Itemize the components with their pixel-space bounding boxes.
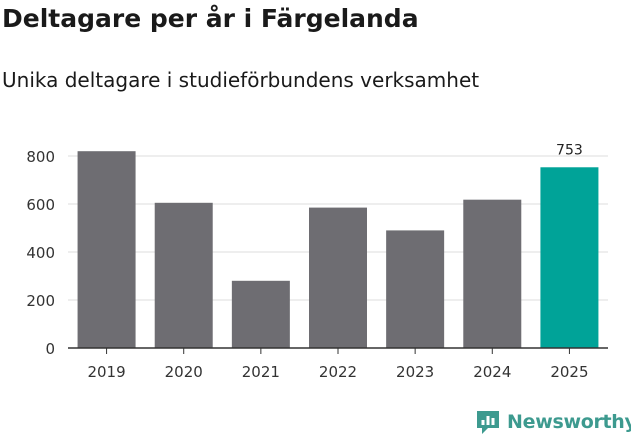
- data-label: 753: [556, 142, 583, 158]
- labels: 0 200 400 600 800 2019 2020 2021 2022 2023 2024 202…: [26, 142, 588, 381]
- newsworthy-logo: Newsworthy: [475, 406, 631, 438]
- bar-2022: [309, 207, 367, 348]
- bar-2025: [540, 167, 599, 348]
- x-tick-label: 2020: [165, 363, 203, 381]
- chart-title: Deltagare per år i Färgelanda: [2, 4, 419, 33]
- y-tick-label: 0: [45, 340, 55, 358]
- bar-2023: [386, 230, 445, 348]
- x-tick-label: 2024: [473, 363, 511, 381]
- bar-2019: [77, 151, 136, 348]
- x-tick-label: 2022: [319, 363, 357, 381]
- bars: [77, 151, 599, 348]
- bar-2020: [154, 202, 213, 348]
- bar-2021: [231, 280, 290, 348]
- y-tick-label: 800: [26, 148, 55, 166]
- y-tick-label: 400: [26, 244, 55, 262]
- chart-subtitle: Unika deltagare i studieförbundens verks…: [2, 68, 480, 92]
- y-tick-label: 200: [26, 292, 55, 310]
- x-tick-label: 2023: [396, 363, 434, 381]
- bar-chart: 0 200 400 600 800 2019 2020 2021 2022 2023 2024 202…: [26, 142, 608, 381]
- y-tick-label: 600: [26, 196, 55, 214]
- x-tick-label: 2025: [550, 363, 588, 381]
- newsworthy-logo-icon: [477, 411, 499, 434]
- x-tick-label: 2021: [242, 363, 280, 381]
- brand-name: Newsworthy: [507, 411, 631, 433]
- axes: [68, 347, 608, 354]
- x-tick-label: 2019: [87, 363, 125, 381]
- bar-2024: [463, 199, 522, 348]
